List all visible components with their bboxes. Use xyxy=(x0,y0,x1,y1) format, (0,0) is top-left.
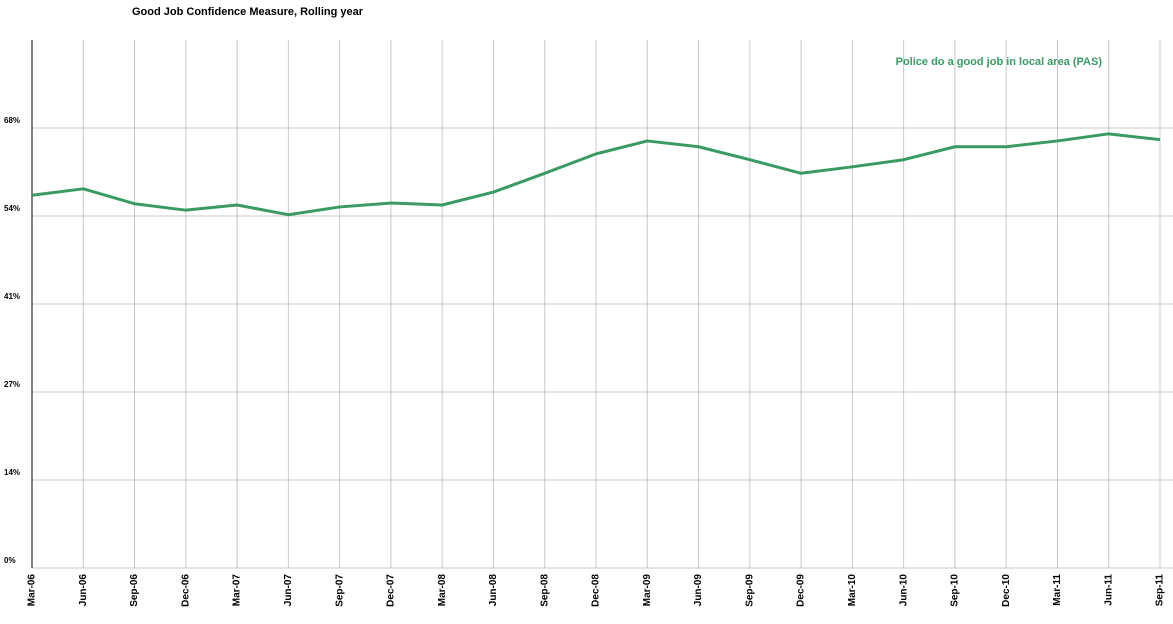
x-tick-label: Mar-11 xyxy=(1052,574,1063,606)
x-tick-label: Sep-09 xyxy=(744,574,755,607)
x-tick-label: Sep-06 xyxy=(129,574,140,607)
x-tick-label: Mar-07 xyxy=(232,574,243,607)
x-tick-label: Jun-08 xyxy=(488,574,499,607)
x-tick-label: Jun-10 xyxy=(898,574,909,607)
x-tick-label: Sep-07 xyxy=(334,574,345,607)
x-tick-label: Dec-08 xyxy=(591,574,602,607)
x-tick-label: Dec-09 xyxy=(796,574,807,607)
x-tick-label: Jun-07 xyxy=(283,574,294,607)
x-tick-label: Mar-09 xyxy=(642,574,653,607)
chart-title: Good Job Confidence Measure, Rolling yea… xyxy=(132,6,364,18)
y-tick-label: 27% xyxy=(4,380,20,389)
x-tick-label: Sep-10 xyxy=(950,574,961,607)
x-tick-label: Sep-08 xyxy=(539,574,550,607)
x-tick-label: Dec-07 xyxy=(386,574,397,607)
y-tick-label: 14% xyxy=(4,468,20,477)
y-tick-label: 68% xyxy=(4,116,20,125)
x-tick-label: Mar-06 xyxy=(27,574,38,607)
x-tick-label: Sep-11 xyxy=(1155,574,1166,607)
y-tick-label: 0% xyxy=(4,556,16,565)
x-tick-label: Mar-08 xyxy=(437,574,448,607)
x-tick-label: Jun-06 xyxy=(78,574,89,607)
x-tick-label: Mar-10 xyxy=(847,574,858,607)
y-tick-label: 41% xyxy=(4,292,20,301)
x-tick-label: Dec-06 xyxy=(180,574,191,607)
x-tick-label: Jun-09 xyxy=(693,574,704,607)
legend-label: Police do a good job in local area (PAS) xyxy=(896,56,1103,68)
line-series xyxy=(31,132,1161,217)
x-tick-label: Jun-11 xyxy=(1103,574,1114,606)
x-tick-label: Dec-10 xyxy=(1001,574,1012,607)
y-tick-label: 54% xyxy=(4,204,20,213)
